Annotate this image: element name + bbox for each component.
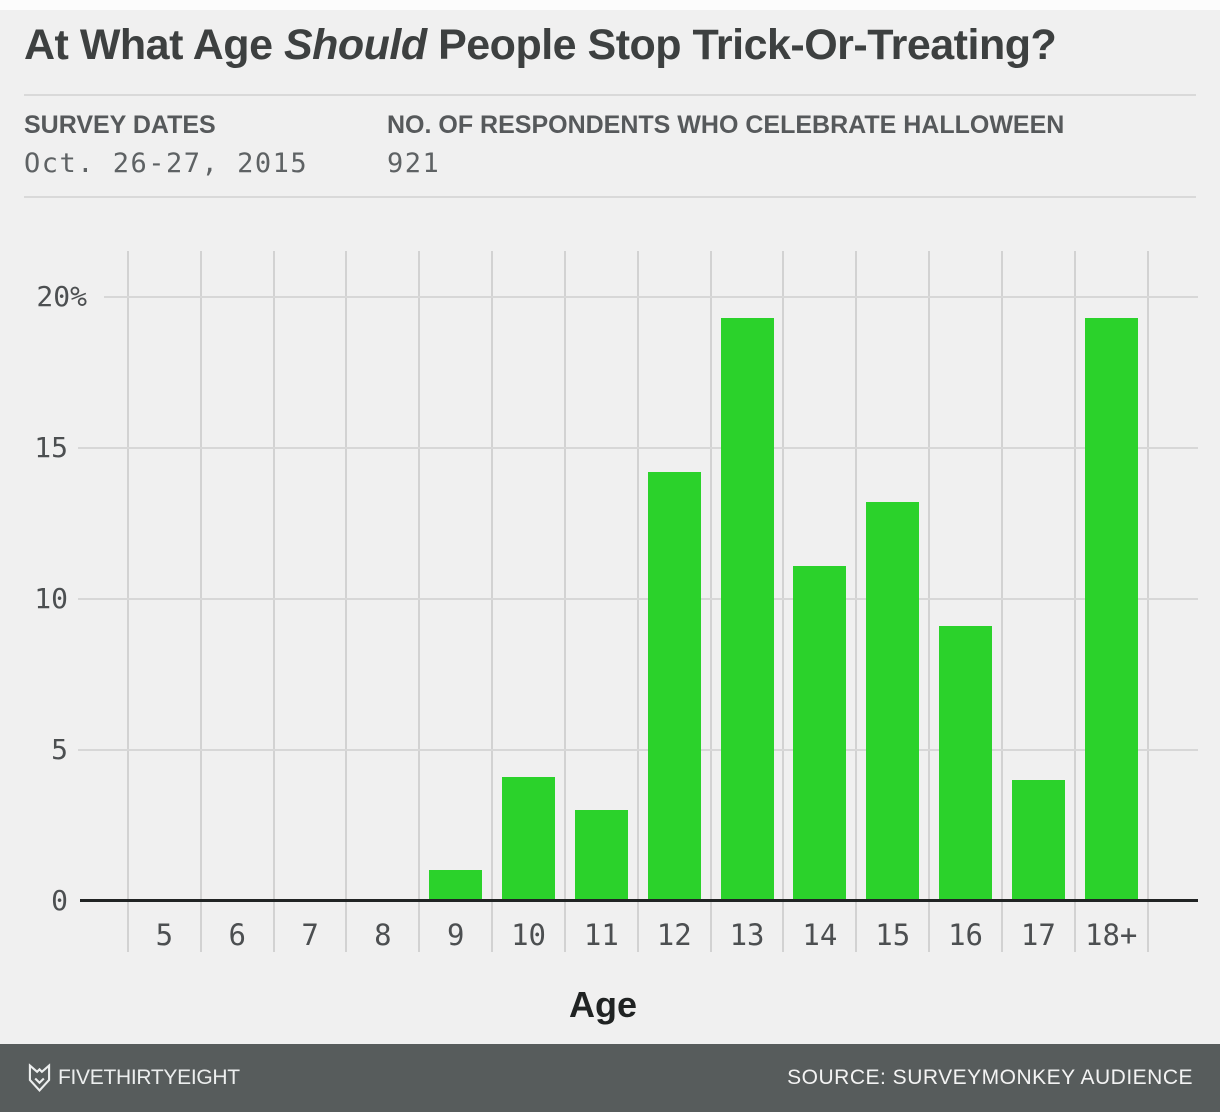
bar (1011, 779, 1065, 900)
vertical-gridline (709, 251, 712, 952)
vertical-gridline (199, 251, 202, 952)
vertical-gridline (563, 251, 566, 952)
page-title: At What Age Should People Stop Trick-Or-… (24, 20, 1204, 72)
y-tick-label: 20% (36, 280, 87, 314)
y-tick-label: 15 (34, 430, 68, 464)
vertical-gridline (636, 251, 639, 952)
y-tick-label: 5 (51, 732, 68, 766)
x-tick-label: 8 (374, 918, 392, 952)
x-tick-label: 13 (729, 918, 765, 952)
title-emphasis: Should (283, 21, 427, 69)
horizontal-gridline (78, 597, 1198, 600)
x-tick-label: 9 (447, 918, 465, 952)
x-tick-label: 17 (1020, 918, 1056, 952)
x-tick-label: 7 (301, 918, 319, 952)
y-tick-label: 0 (51, 883, 68, 917)
vertical-gridline (272, 251, 275, 952)
x-tick-label: 6 (228, 918, 246, 952)
vertical-gridline (345, 251, 348, 952)
vertical-gridline (1000, 251, 1003, 952)
horizontal-gridline (104, 296, 1198, 299)
bar (574, 809, 628, 900)
vertical-gridline (928, 251, 931, 952)
x-tick-label: 15 (875, 918, 911, 952)
footer-bar: FIVETHIRTYEIGHT SOURCE: SURVEYMONKEY AUD… (0, 1044, 1220, 1112)
vertical-gridline (491, 251, 494, 952)
bar (720, 318, 774, 900)
horizontal-gridline (78, 748, 1198, 751)
bar (647, 472, 701, 900)
vertical-gridline (1146, 251, 1149, 952)
top-strip (0, 0, 1220, 10)
x-tick-label: 16 (948, 918, 983, 952)
bar (502, 776, 556, 900)
survey-dates-label: SURVEY DATES (24, 111, 216, 139)
header-divider-top (24, 94, 1196, 96)
bar (793, 565, 847, 900)
vertical-gridline (127, 251, 129, 952)
x-tick-label: 11 (583, 918, 619, 952)
x-axis-line (80, 899, 1198, 902)
title-prefix: At What Age (24, 21, 284, 69)
respondents-label: NO. OF RESPONDENTS WHO CELEBRATE HALLOWE… (387, 111, 1065, 139)
vertical-gridline (855, 251, 858, 952)
respondents-value: 921 (387, 148, 441, 179)
x-axis-title: Age (568, 984, 637, 1025)
vertical-gridline (418, 251, 421, 952)
x-tick-label: 5 (155, 918, 174, 952)
source-credit: SOURCE: SURVEYMONKEY AUDIENCE (787, 1066, 1193, 1089)
y-tick-label: 10 (34, 581, 68, 615)
bar (1084, 318, 1138, 900)
bar (866, 502, 920, 900)
x-tick-label: 14 (802, 918, 838, 952)
x-tick-label: 18+ (1085, 918, 1138, 952)
survey-dates-value: Oct. 26-27, 2015 (24, 148, 309, 179)
title-suffix: People Stop Trick-Or-Treating? (426, 21, 1057, 69)
header-divider-bottom (24, 196, 1196, 198)
bar (939, 625, 993, 900)
brand-name: FIVETHIRTYEIGHT (58, 1066, 240, 1089)
x-tick-label: 12 (656, 918, 692, 952)
fivethirtyeight-fox-logo-icon (28, 1063, 51, 1093)
vertical-gridline (1073, 251, 1076, 952)
vertical-gridline (782, 251, 785, 952)
x-tick-label: 10 (511, 918, 547, 952)
horizontal-gridline (78, 446, 1198, 449)
bar (429, 870, 483, 900)
